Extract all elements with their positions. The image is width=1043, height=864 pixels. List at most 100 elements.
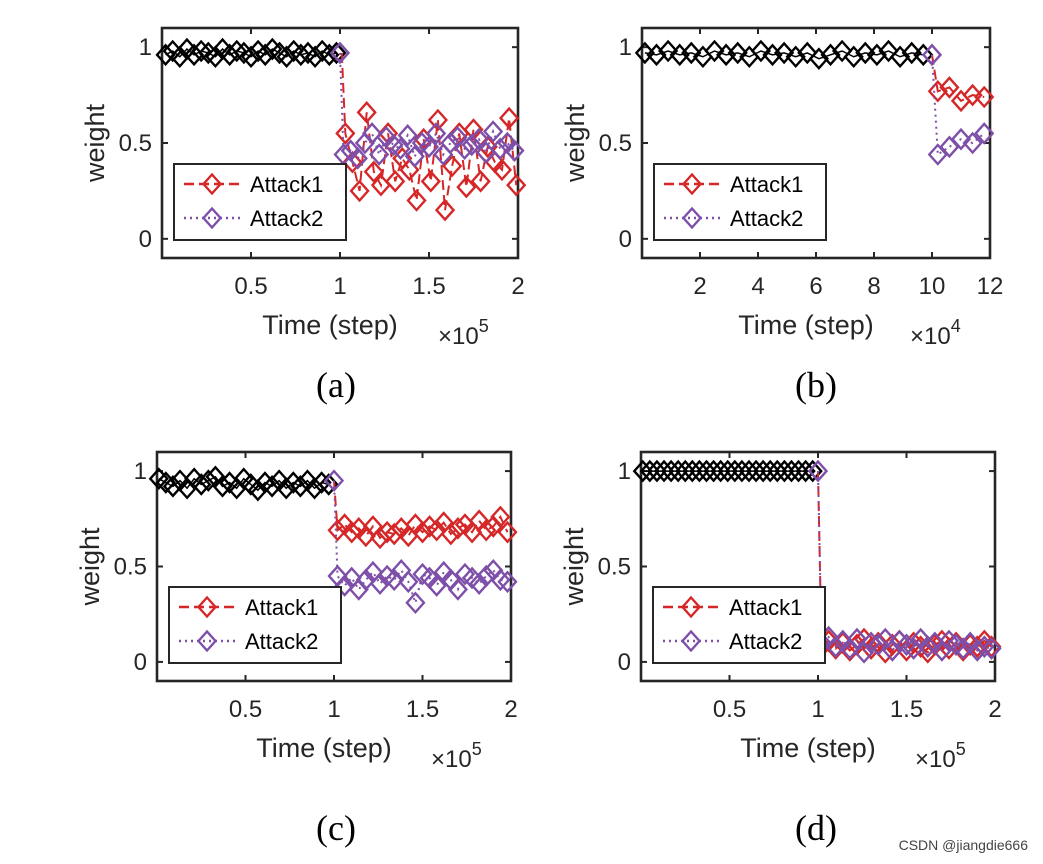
pre-switch-marker — [866, 43, 888, 67]
pre-switch-marker — [724, 459, 745, 483]
x-tick-label: 1 — [811, 696, 824, 723]
attack1-marker — [456, 175, 477, 199]
legend-marker-sample — [680, 595, 702, 619]
attack1-marker — [470, 170, 491, 193]
attack2-marker — [454, 137, 475, 161]
pre-switch-marker — [689, 459, 710, 483]
attack2-marker — [398, 570, 419, 594]
pre-switch-marker — [773, 41, 795, 65]
attack2-marker — [846, 627, 868, 651]
x-axis-label: Time (step) — [740, 733, 876, 763]
legend-marker-sample — [196, 629, 218, 653]
x-tick-label: 0.5 — [713, 696, 746, 723]
legend-label-attack1: Attack1 — [250, 172, 323, 197]
attack2-marker — [497, 570, 518, 594]
pre-switch-marker — [781, 459, 802, 483]
attack2-marker — [490, 568, 511, 592]
attack1-marker — [426, 518, 447, 542]
attack1-marker — [420, 170, 441, 193]
switch-point-marker — [329, 41, 351, 65]
attack1-marker — [349, 179, 370, 203]
legend-marker-sample — [201, 172, 223, 196]
attack1-marker — [327, 518, 348, 542]
attack2-marker — [482, 120, 504, 143]
attack1-marker — [981, 635, 1002, 658]
attack1-marker — [927, 79, 948, 103]
pre-switch-marker — [290, 43, 311, 67]
pre-switch-marker — [802, 459, 823, 483]
attack1-marker — [384, 522, 405, 546]
attack1-marker — [476, 518, 497, 542]
pre-switch-marker — [646, 459, 668, 483]
legend-label-attack1: Attack1 — [729, 595, 802, 620]
x-tick-label: 0.5 — [234, 273, 267, 300]
attack2-marker — [347, 147, 368, 170]
x-exponent-power: 5 — [472, 739, 482, 759]
x-exponent-label: ×105 — [915, 739, 966, 773]
pre-switch-marker — [820, 43, 841, 67]
y-tick-label: 0 — [134, 649, 147, 676]
pre-switch-marker — [212, 475, 233, 498]
legend-label-attack2: Attack2 — [245, 629, 318, 654]
pre-switch-marker — [760, 459, 781, 483]
x-exponent-label: ×104 — [910, 316, 961, 350]
attack2-marker — [950, 127, 972, 151]
series-pre-switch — [634, 39, 934, 70]
attack2-marker — [981, 637, 1002, 660]
x-tick-label: 1.5 — [406, 696, 439, 723]
x-exponent-power: 4 — [951, 316, 961, 336]
attack2-line — [339, 52, 516, 161]
subplot-a: 0 0.5 1 0.5 1 1.5 2 Time (step) weight ×105 Attack… — [80, 26, 527, 405]
pre-switch-marker — [290, 475, 311, 498]
attack2-marker — [404, 145, 425, 168]
pre-switch-marker — [632, 459, 653, 483]
pre-switch-marker — [681, 41, 702, 65]
pre-switch-marker — [155, 43, 176, 67]
attack1-marker — [447, 517, 469, 540]
pre-switch-marker — [319, 43, 340, 67]
attack1-marker — [442, 154, 463, 178]
x-tick-label: 2 — [693, 273, 706, 300]
legend-box — [652, 586, 826, 664]
legend: Attack1 Attack2 — [653, 163, 827, 241]
attack2-marker — [962, 131, 983, 155]
pre-switch-marker — [855, 41, 876, 65]
pre-switch-marker — [843, 45, 864, 69]
attack1-line — [931, 54, 985, 103]
attack1-marker — [406, 189, 427, 212]
attack1-marker — [962, 83, 983, 107]
attack1-marker — [875, 641, 896, 664]
pre-switch-marker — [731, 459, 753, 483]
y-tick-label: 0.5 — [119, 130, 152, 157]
legend-marker-sample — [196, 595, 218, 619]
attack2-marker — [825, 635, 846, 658]
y-axis-label: weight — [560, 103, 590, 183]
series-attack1 — [927, 54, 995, 113]
attack2-marker — [868, 633, 889, 657]
attack2-marker — [917, 635, 938, 658]
pre-switch-line — [158, 475, 329, 492]
subplot-caption: (b) — [795, 365, 837, 405]
pre-switch-marker — [831, 39, 853, 63]
subplot-caption: (d) — [795, 808, 837, 848]
attack2-marker — [426, 574, 447, 597]
attack1-marker — [434, 198, 456, 222]
pre-switch-marker — [785, 45, 806, 69]
attack1-marker — [491, 158, 513, 182]
y-axis-label: weight — [80, 103, 110, 183]
pre-switch-marker — [878, 39, 899, 63]
attack1-marker — [440, 522, 461, 546]
attack2-marker — [334, 574, 355, 597]
legend-marker-sample — [681, 172, 703, 196]
attack2-marker — [469, 572, 490, 595]
pre-switch-marker — [704, 39, 725, 63]
legend-marker-sample — [201, 206, 223, 230]
legend-box — [168, 586, 342, 664]
pre-switch-line — [644, 50, 924, 60]
attack1-marker — [356, 101, 377, 124]
pre-switch-marker — [913, 43, 934, 67]
attack2-marker — [361, 122, 383, 145]
series-attack2 — [327, 480, 518, 615]
switch-point-marker — [807, 459, 829, 483]
